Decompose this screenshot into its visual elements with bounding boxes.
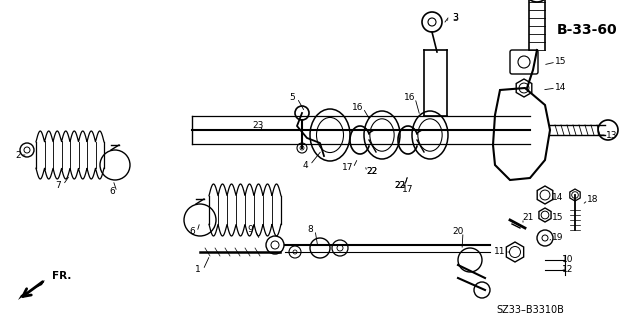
Text: 19: 19: [552, 234, 564, 242]
Text: 22: 22: [394, 181, 406, 189]
Text: 6: 6: [189, 227, 195, 236]
Text: 4: 4: [302, 160, 308, 169]
Text: 3: 3: [452, 13, 458, 23]
Text: SZ33–B3310B: SZ33–B3310B: [496, 305, 564, 315]
Text: 17: 17: [342, 164, 354, 173]
Text: 21: 21: [522, 213, 534, 222]
Text: 2: 2: [15, 151, 21, 160]
Text: 23: 23: [252, 121, 264, 130]
Polygon shape: [18, 280, 45, 300]
Text: 13: 13: [606, 130, 618, 139]
Text: 14: 14: [556, 84, 566, 93]
Text: 7: 7: [55, 181, 61, 189]
Text: 3: 3: [452, 13, 458, 23]
Text: 1: 1: [195, 265, 201, 275]
Text: 18: 18: [588, 196, 599, 204]
Text: 22: 22: [366, 167, 378, 176]
Text: 15: 15: [556, 57, 567, 66]
Text: 20: 20: [452, 227, 464, 236]
Text: 15: 15: [552, 213, 564, 222]
Text: 12: 12: [563, 265, 573, 275]
Text: 22: 22: [394, 181, 406, 189]
Text: B-33-60: B-33-60: [557, 23, 618, 37]
Text: 14: 14: [552, 194, 564, 203]
Text: 16: 16: [352, 103, 364, 113]
Text: 16: 16: [404, 93, 416, 102]
Text: 5: 5: [289, 93, 295, 102]
Text: FR.: FR.: [52, 271, 72, 281]
Text: 10: 10: [563, 256, 573, 264]
Text: 8: 8: [307, 226, 313, 234]
Text: 22: 22: [366, 167, 378, 176]
Text: 6: 6: [109, 188, 115, 197]
Text: 11: 11: [494, 248, 506, 256]
Text: 9: 9: [247, 226, 253, 234]
Text: 17: 17: [403, 186, 413, 195]
